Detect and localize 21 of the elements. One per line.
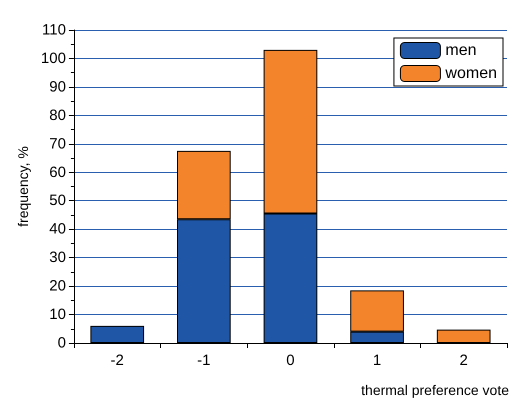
legend-label: women (444, 65, 497, 82)
y-axis-title: frequency, % (15, 146, 31, 227)
x-tick-label: 0 (286, 352, 295, 369)
x-tick-label: -1 (197, 352, 211, 369)
x-axis-title: thermal preference vote (361, 382, 510, 398)
y-tick-label: 100 (40, 50, 66, 67)
y-tick-label: 40 (49, 220, 66, 238)
y-tick-label: 30 (49, 249, 66, 266)
y-tick-label: 0 (58, 334, 66, 352)
x-tick-label: -2 (110, 352, 124, 369)
x-tick-label: 2 (460, 352, 468, 369)
y-tick-label: 20 (49, 278, 66, 295)
y-tick-label: 90 (49, 78, 66, 96)
y-tick-label: 50 (49, 192, 66, 210)
legend-label: men (445, 42, 477, 59)
y-tick-label: 60 (49, 164, 66, 181)
y-tick-label: 70 (49, 135, 66, 152)
y-tick-label: 10 (49, 306, 66, 324)
y-tick-label: 80 (49, 106, 66, 124)
y-tick-label: 110 (42, 22, 66, 38)
x-tick-label: 1 (372, 352, 382, 369)
